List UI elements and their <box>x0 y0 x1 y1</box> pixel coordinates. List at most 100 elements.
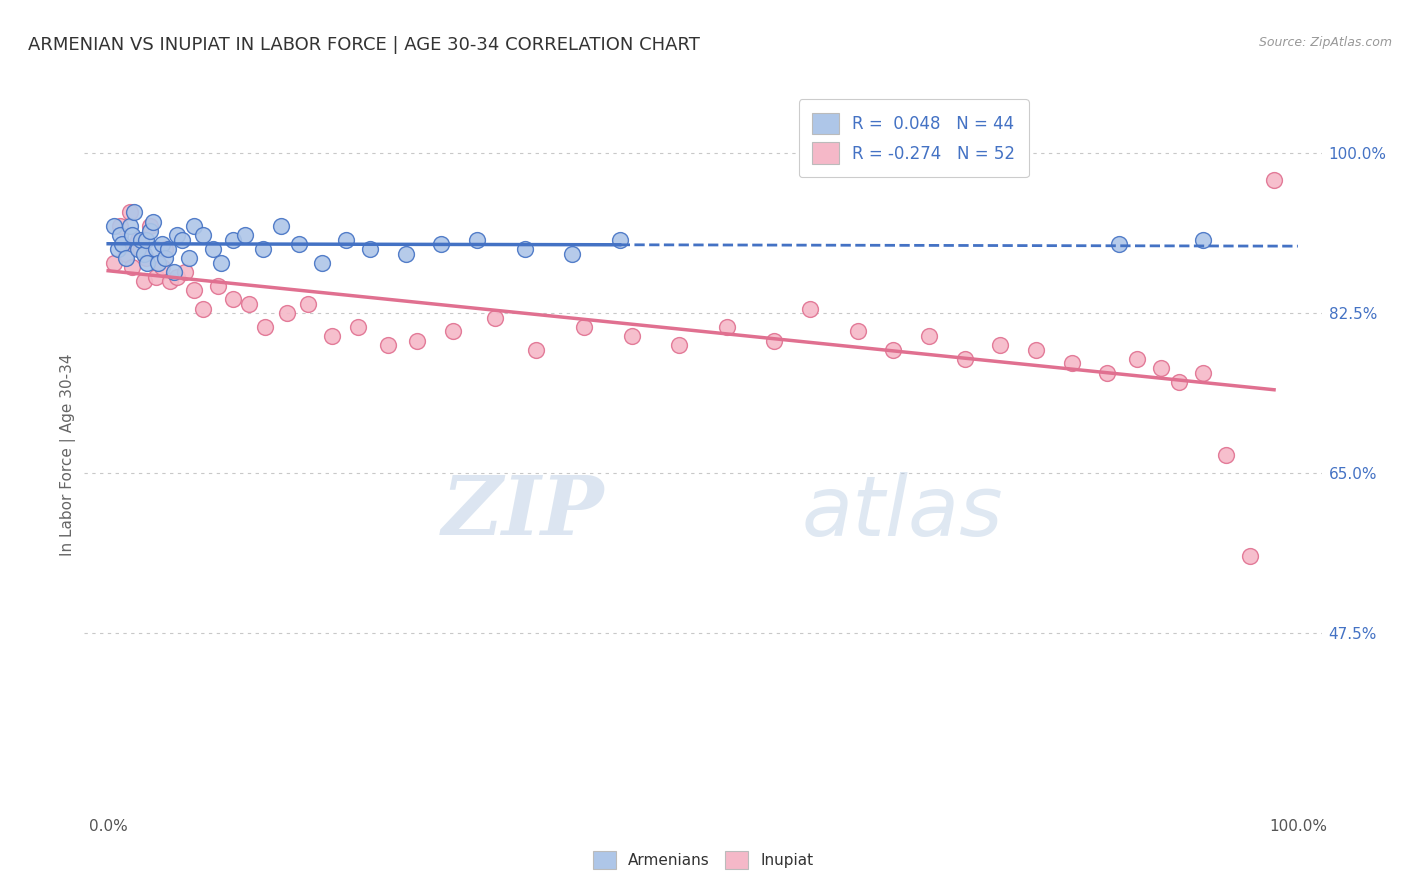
Point <box>111 237 134 252</box>
Point <box>846 325 869 339</box>
Point <box>377 338 399 352</box>
Point <box>276 306 298 320</box>
Point <box>150 237 173 252</box>
Point <box>561 246 583 260</box>
Point <box>222 233 245 247</box>
Point <box>121 260 143 275</box>
Text: ARMENIAN VS INUPIAT IN LABOR FORCE | AGE 30-34 CORRELATION CHART: ARMENIAN VS INUPIAT IN LABOR FORCE | AGE… <box>28 36 700 54</box>
Point <box>513 242 536 256</box>
Point <box>222 293 245 307</box>
Point <box>155 251 177 265</box>
Point <box>1060 356 1083 370</box>
Point <box>115 246 138 260</box>
Point <box>1263 173 1285 187</box>
Point <box>201 242 224 256</box>
Point <box>174 265 197 279</box>
Point <box>233 228 256 243</box>
Point <box>394 246 416 260</box>
Point <box>1191 233 1213 247</box>
Point <box>287 237 309 252</box>
Point <box>1191 366 1213 380</box>
Point <box>347 319 370 334</box>
Point <box>127 233 149 247</box>
Legend: Armenians, Inupiat: Armenians, Inupiat <box>586 845 820 875</box>
Point <box>799 301 821 316</box>
Point <box>135 251 157 265</box>
Point <box>139 224 162 238</box>
Point <box>882 343 904 357</box>
Point <box>103 256 125 270</box>
Point <box>1126 351 1149 366</box>
Point <box>1108 237 1130 252</box>
Point <box>132 246 155 260</box>
Point <box>270 219 292 234</box>
Point <box>183 219 205 234</box>
Point <box>193 228 215 243</box>
Point <box>156 242 179 256</box>
Point <box>238 297 260 311</box>
Y-axis label: In Labor Force | Age 30-34: In Labor Force | Age 30-34 <box>60 353 76 557</box>
Point <box>131 242 153 256</box>
Point <box>145 269 167 284</box>
Point <box>1239 549 1261 563</box>
Point <box>484 310 506 325</box>
Point <box>335 233 357 247</box>
Point <box>668 338 690 352</box>
Point <box>620 329 643 343</box>
Point <box>321 329 343 343</box>
Point <box>162 265 184 279</box>
Point <box>166 269 188 284</box>
Point <box>159 274 181 288</box>
Point <box>131 233 153 247</box>
Point <box>254 319 277 334</box>
Point <box>118 205 141 219</box>
Point <box>145 242 167 256</box>
Point <box>118 219 141 234</box>
Point <box>124 205 146 219</box>
Point <box>359 242 381 256</box>
Point <box>441 325 464 339</box>
Point <box>1215 448 1237 462</box>
Point <box>103 219 125 234</box>
Point <box>150 260 173 275</box>
Point <box>183 283 205 297</box>
Point <box>115 251 138 265</box>
Point <box>107 242 129 256</box>
Point <box>252 242 274 256</box>
Point <box>953 351 976 366</box>
Point <box>716 319 738 334</box>
Point <box>430 237 453 252</box>
Point <box>108 219 131 234</box>
Point <box>146 256 169 270</box>
Point <box>207 278 229 293</box>
Point <box>135 233 157 247</box>
Point <box>136 256 159 270</box>
Point <box>155 242 177 256</box>
Point <box>311 256 333 270</box>
Text: atlas: atlas <box>801 472 1004 552</box>
Point <box>132 274 155 288</box>
Point <box>139 219 162 234</box>
Point <box>572 319 595 334</box>
Point <box>1167 375 1189 389</box>
Point <box>142 214 165 228</box>
Point <box>297 297 319 311</box>
Point <box>526 343 548 357</box>
Point <box>918 329 941 343</box>
Point <box>193 301 215 316</box>
Point <box>170 233 193 247</box>
Point <box>177 251 200 265</box>
Point <box>763 334 786 348</box>
Point <box>406 334 429 348</box>
Text: Source: ZipAtlas.com: Source: ZipAtlas.com <box>1258 36 1392 49</box>
Point <box>166 228 188 243</box>
Text: ZIP: ZIP <box>441 472 605 552</box>
Point <box>990 338 1012 352</box>
Point <box>108 228 131 243</box>
Point <box>1150 361 1173 376</box>
Point <box>209 256 232 270</box>
Point <box>1097 366 1119 380</box>
Point <box>127 242 149 256</box>
Point <box>609 233 631 247</box>
Point <box>1025 343 1047 357</box>
